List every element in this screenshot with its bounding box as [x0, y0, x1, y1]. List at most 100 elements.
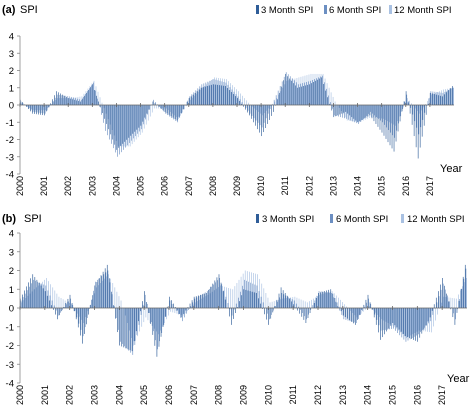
bar	[43, 284, 45, 308]
bar	[142, 304, 144, 309]
bar	[145, 105, 147, 125]
bar	[247, 105, 249, 111]
bar	[81, 308, 83, 320]
bar	[194, 92, 196, 105]
bar	[392, 105, 394, 136]
bar	[368, 105, 370, 118]
bar	[101, 276, 103, 309]
bar	[82, 96, 84, 105]
bar	[374, 105, 375, 116]
bar	[251, 272, 252, 309]
bar	[103, 105, 105, 109]
bar	[249, 105, 251, 114]
bar	[299, 87, 300, 105]
bar	[239, 100, 240, 105]
bar	[435, 308, 436, 321]
bar	[68, 301, 69, 308]
bar	[187, 307, 189, 308]
bar	[195, 302, 196, 309]
bar	[291, 78, 293, 105]
bar	[316, 295, 318, 308]
bar	[367, 105, 369, 117]
bar	[22, 297, 24, 308]
bar	[324, 78, 326, 105]
bar	[447, 295, 448, 308]
bar	[428, 98, 430, 105]
bar	[206, 86, 208, 105]
bar	[407, 308, 409, 341]
bar	[102, 271, 104, 308]
bar	[287, 296, 289, 308]
bar	[253, 105, 255, 119]
bar	[245, 105, 246, 110]
bar	[133, 105, 135, 142]
bar	[61, 308, 63, 312]
bar	[224, 286, 225, 308]
bar	[97, 91, 99, 105]
bar	[233, 308, 235, 310]
bar	[424, 308, 426, 332]
bar	[200, 89, 201, 105]
bar	[168, 308, 169, 316]
bar	[353, 308, 355, 323]
bar	[431, 308, 432, 333]
bar	[211, 286, 212, 308]
bar	[342, 105, 343, 118]
bar	[52, 99, 53, 105]
bar	[198, 91, 199, 105]
bar	[333, 293, 335, 308]
bar	[348, 105, 350, 121]
bar	[130, 308, 132, 353]
bar	[64, 95, 65, 105]
bar	[113, 306, 115, 309]
bar	[188, 308, 189, 310]
bar	[385, 105, 386, 120]
bar	[29, 293, 31, 309]
bar	[40, 283, 41, 309]
bar	[341, 105, 343, 114]
bar	[119, 105, 121, 147]
bar	[421, 105, 423, 137]
bar	[219, 278, 221, 308]
bar	[89, 86, 91, 105]
bar	[216, 277, 218, 309]
bar	[441, 96, 443, 106]
bar	[264, 105, 266, 114]
bar	[373, 308, 375, 318]
bar	[124, 105, 126, 142]
bar	[70, 298, 72, 309]
bar	[380, 308, 381, 340]
bar	[186, 105, 187, 107]
bar	[460, 288, 462, 309]
bar	[91, 299, 93, 308]
panel-label: (b)	[2, 213, 16, 225]
bar	[90, 304, 92, 309]
bar	[333, 297, 334, 309]
bar	[146, 105, 148, 114]
bar	[260, 303, 261, 309]
bar	[248, 102, 250, 105]
bar	[195, 296, 197, 309]
bar	[342, 308, 344, 316]
bar	[323, 293, 325, 309]
bar	[49, 105, 51, 107]
bar	[272, 308, 274, 313]
bar	[360, 308, 362, 314]
bar	[169, 296, 170, 308]
bar	[435, 92, 436, 105]
bar	[47, 290, 49, 308]
bar	[85, 91, 87, 105]
bar	[309, 84, 310, 105]
bar	[229, 87, 231, 105]
bar	[307, 81, 309, 105]
bar	[284, 293, 286, 308]
bar	[370, 105, 371, 112]
bar	[175, 307, 176, 308]
bar	[364, 105, 365, 118]
bar	[182, 105, 183, 113]
bar	[220, 85, 222, 105]
bar	[429, 97, 430, 105]
y-tick-label: 3	[9, 247, 14, 258]
bar	[272, 103, 274, 105]
bar	[84, 95, 85, 105]
